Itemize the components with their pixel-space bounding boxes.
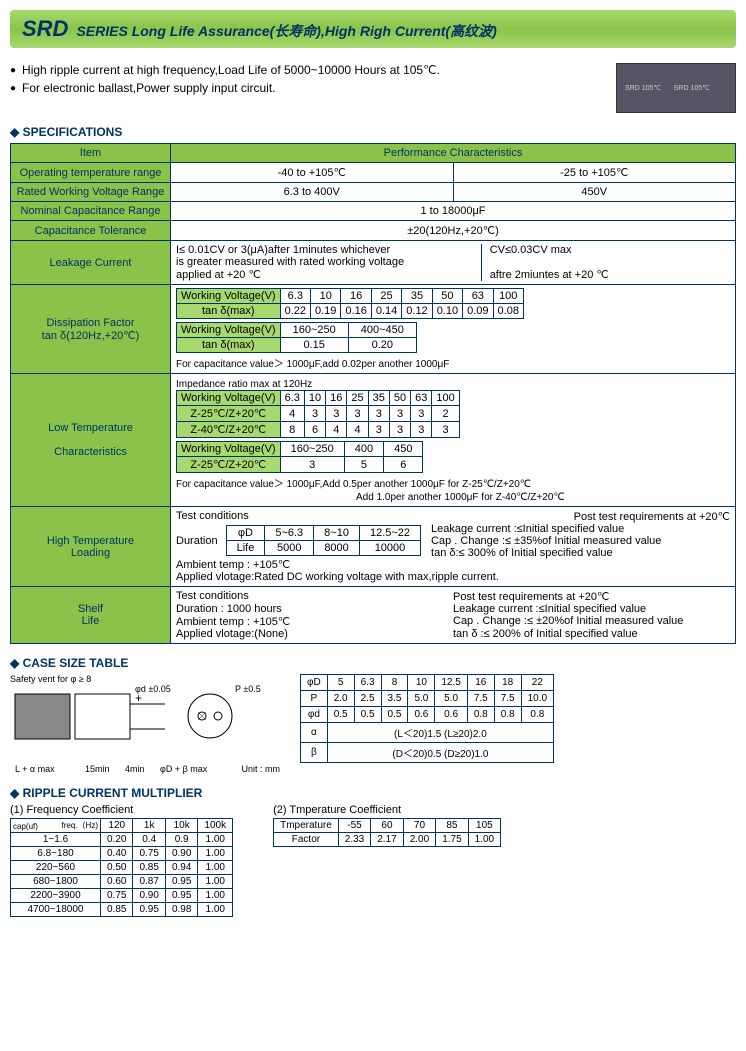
- freq-coefficient-table: cap(uf)freq.（Hz)1201k10k100k1~1.60.200.4…: [10, 818, 233, 917]
- capacitor-image: [616, 63, 736, 113]
- header-srd: SRD: [22, 16, 68, 42]
- specifications-table: ItemPerformance Characteristics Operatin…: [10, 143, 736, 644]
- spec-hdr-perf: Performance Characteristics: [171, 144, 736, 163]
- lowtemp-table-1: Working Voltage(V)6.3101625355063100Z-25…: [176, 390, 460, 438]
- case-diagram: Safety vent for φ ≥ 8 + φd ±0.05 P ±0.5 …: [10, 674, 280, 774]
- case-size-table: φD56.381012.5161822P2.02.53.55.05.07.57.…: [300, 674, 554, 763]
- section-ripple-title: RIPPLE CURRENT MULTIPLIER: [10, 786, 736, 800]
- section-specs-title: SPECIFICATIONS: [10, 125, 736, 139]
- temp-coef-title: (2) Tmperature Coefficient: [273, 804, 501, 816]
- dissipation-table-2: Working Voltage(V)160~250400~450tan δ(ma…: [176, 322, 417, 353]
- feature-bullets: High ripple current at high frequency,Lo…: [10, 63, 606, 99]
- header-subtitle: SERIES Long Life Assurance(长寿命),High Rig…: [76, 21, 496, 41]
- bullet-1: High ripple current at high frequency,Lo…: [10, 63, 606, 77]
- top-row: High ripple current at high frequency,Lo…: [10, 63, 736, 113]
- freq-coef-title: (1) Frequency Coefficient: [10, 804, 233, 816]
- lowtemp-table-2: Working Voltage(V)160~250400450Z-25℃/Z+2…: [176, 441, 423, 473]
- section-case-title: CASE SIZE TABLE: [10, 656, 736, 670]
- spec-hdr-item: Item: [11, 144, 171, 163]
- bullet-2: For electronic ballast,Power supply inpu…: [10, 81, 606, 95]
- dissipation-table-1: Working Voltage(V)6.3101625355063100tan …: [176, 288, 524, 319]
- header-banner: SRD SERIES Long Life Assurance(长寿命),High…: [10, 10, 736, 48]
- temp-coefficient-table: Tmperature-55607085105Factor2.332.172.00…: [273, 818, 501, 847]
